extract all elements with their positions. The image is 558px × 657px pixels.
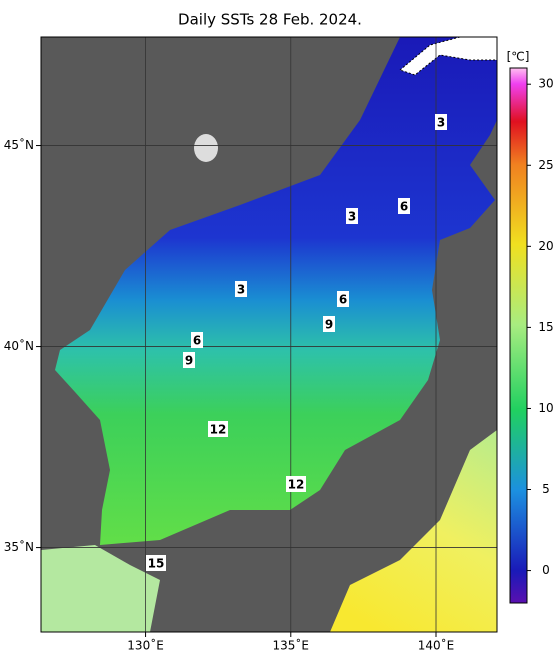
- colorbar-tick-label: 25: [538, 158, 553, 172]
- colorbar-tick-label: 5: [542, 482, 550, 496]
- contour-label: 6: [339, 293, 347, 307]
- contour-label: 3: [348, 210, 356, 224]
- contour-label-box: [346, 208, 358, 224]
- y-tick-label: 40˚N: [4, 338, 34, 353]
- colorbar-tick-label: 20: [538, 239, 553, 253]
- colorbar-unit: [℃]: [507, 50, 530, 64]
- y-tick-label: 45˚N: [4, 137, 34, 152]
- contour-label-box: [191, 332, 203, 348]
- contour-label: 9: [325, 318, 333, 332]
- x-tick-label: 130˚E: [127, 638, 164, 653]
- contour-label-box: [208, 421, 228, 437]
- contour-label: 6: [400, 200, 408, 214]
- x-tick-label: 140˚E: [418, 638, 455, 653]
- contour-label: 12: [210, 423, 227, 437]
- contour-label: 6: [193, 334, 201, 348]
- japan-sea: [55, 37, 497, 545]
- contour-label-box: [337, 291, 349, 307]
- colorbar-tick-label: 10: [538, 401, 553, 415]
- contour-label-box: [183, 352, 195, 368]
- contour-label-box: [146, 555, 166, 571]
- map-title: Daily SSTs 28 Feb. 2024.: [178, 11, 362, 29]
- contour-label-box: [435, 114, 447, 130]
- contour-label-box: [398, 198, 410, 214]
- east-china-sea: [41, 545, 160, 632]
- x-tick-label: 135˚E: [273, 638, 310, 653]
- colorbar-tick-label: 0: [542, 563, 550, 577]
- colorbar-tick-label: 15: [538, 320, 553, 334]
- ice-region: [398, 37, 497, 76]
- contour-label-box: [286, 476, 306, 492]
- contour-label: 12: [288, 478, 305, 492]
- lake: [194, 134, 218, 162]
- contour-label-box: [323, 316, 335, 332]
- colorbar: [509, 67, 528, 604]
- contour-label: 9: [185, 354, 193, 368]
- contour-label-box: [235, 281, 247, 297]
- pacific: [330, 430, 497, 632]
- map-area: [41, 37, 497, 632]
- contour-label: 15: [148, 557, 165, 571]
- colorbar-tick-label: 30: [538, 77, 553, 91]
- contour-label: 3: [437, 116, 445, 130]
- y-tick-label: 35˚N: [4, 539, 34, 554]
- map-frame: [40, 36, 498, 633]
- contour-label: 3: [237, 283, 245, 297]
